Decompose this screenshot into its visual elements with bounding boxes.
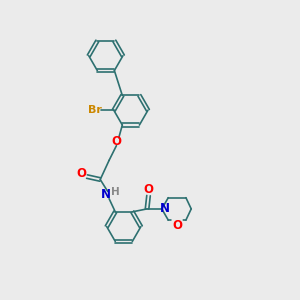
Text: H: H (111, 187, 120, 197)
Text: N: N (160, 202, 170, 215)
Text: O: O (77, 167, 87, 180)
Text: O: O (143, 183, 154, 196)
Text: O: O (172, 219, 182, 232)
Text: N: N (100, 188, 110, 201)
Text: O: O (111, 135, 122, 148)
Text: Br: Br (88, 105, 102, 115)
